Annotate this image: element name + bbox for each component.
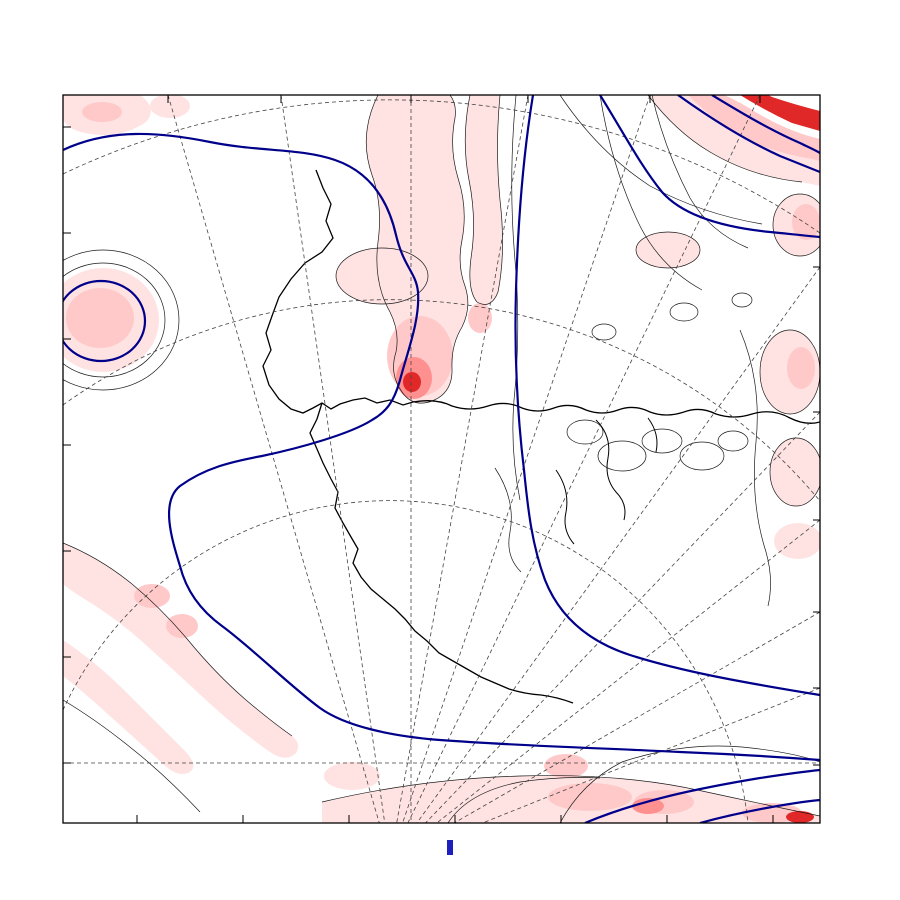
map-frame (62, 94, 821, 824)
coastline (262, 169, 820, 704)
vorticity-shading (63, 95, 820, 823)
height-contour-5040 (63, 132, 820, 762)
height-contour-info (447, 840, 453, 855)
axis-ticks (63, 95, 820, 823)
height-contour-se-1 (584, 768, 820, 823)
height-contours (63, 95, 820, 823)
vorticity-contours (63, 95, 820, 823)
height-contour-5160-mid (514, 95, 820, 697)
height-contour-info-text (447, 840, 453, 855)
height-contour-se-2 (699, 798, 820, 823)
height-contour-5160-ne (599, 95, 820, 239)
height-contour-ne-2 (711, 95, 820, 154)
graticule (63, 95, 820, 823)
height-contour-ne-1 (677, 95, 820, 174)
height-contour-4968 (63, 279, 147, 363)
